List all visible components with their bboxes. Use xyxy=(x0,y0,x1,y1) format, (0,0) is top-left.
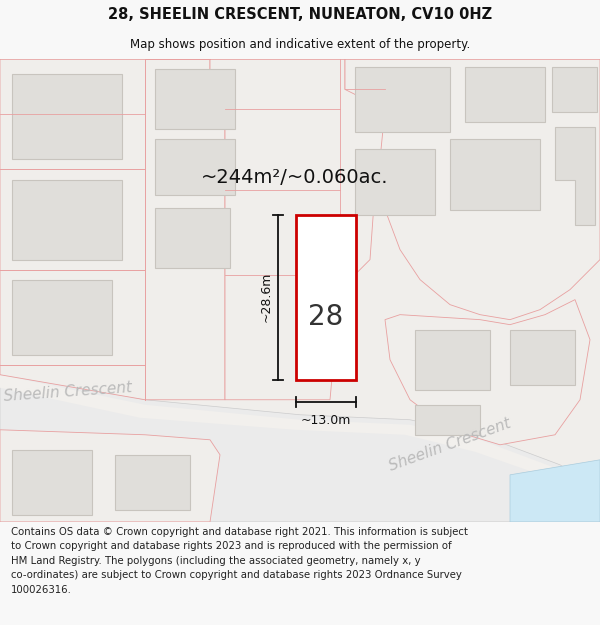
Polygon shape xyxy=(510,460,600,522)
Bar xyxy=(12,179,122,259)
Polygon shape xyxy=(0,375,600,505)
Text: Contains OS data © Crown copyright and database right 2021. This information is : Contains OS data © Crown copyright and d… xyxy=(11,527,468,594)
Polygon shape xyxy=(0,430,220,522)
Bar xyxy=(415,405,480,435)
Bar xyxy=(510,329,575,385)
Bar xyxy=(155,139,235,194)
Bar xyxy=(552,68,597,112)
Text: 28, SHEELIN CRESCENT, NUNEATON, CV10 0HZ: 28, SHEELIN CRESCENT, NUNEATON, CV10 0HZ xyxy=(108,8,492,22)
Bar xyxy=(155,208,230,268)
Text: 28: 28 xyxy=(308,303,344,331)
Polygon shape xyxy=(345,59,600,319)
Bar xyxy=(115,455,190,510)
Bar xyxy=(12,279,112,355)
Text: Map shows position and indicative extent of the property.: Map shows position and indicative extent… xyxy=(130,38,470,51)
Text: ~28.6m: ~28.6m xyxy=(260,272,273,322)
Bar xyxy=(296,214,356,380)
Text: ~244m²/~0.060ac.: ~244m²/~0.060ac. xyxy=(201,168,389,187)
Text: Sheelin Crescent: Sheelin Crescent xyxy=(387,416,513,474)
Polygon shape xyxy=(0,59,225,400)
Bar xyxy=(155,69,235,129)
Bar xyxy=(355,68,450,132)
Text: Sheelin Crescent: Sheelin Crescent xyxy=(4,380,133,404)
Bar xyxy=(12,74,122,159)
Bar xyxy=(12,450,92,515)
Bar xyxy=(465,68,545,122)
Bar xyxy=(415,329,490,390)
Text: ~13.0m: ~13.0m xyxy=(301,414,351,427)
Bar xyxy=(450,139,540,209)
Polygon shape xyxy=(145,59,385,400)
Polygon shape xyxy=(385,299,590,445)
Polygon shape xyxy=(0,370,600,522)
Bar xyxy=(355,149,435,214)
Polygon shape xyxy=(555,127,595,224)
